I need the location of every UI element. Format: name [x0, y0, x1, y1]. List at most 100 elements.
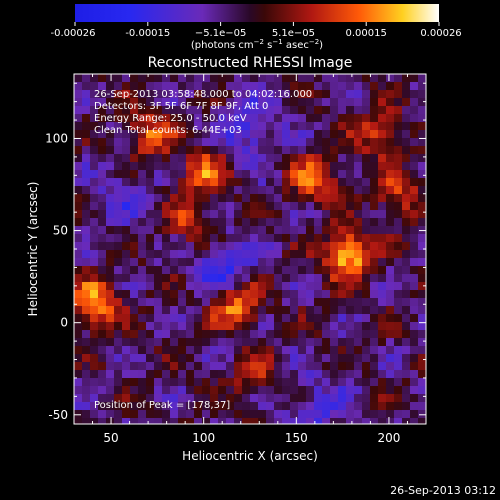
- heatmap-cell: [402, 194, 410, 202]
- heatmap-cell: [218, 330, 226, 338]
- heatmap-cell: [170, 170, 178, 178]
- heatmap-cell: [234, 186, 242, 194]
- heatmap-cell: [170, 114, 178, 122]
- heatmap-cell: [170, 410, 178, 418]
- heatmap-cell: [362, 250, 370, 258]
- heatmap-cell: [82, 154, 90, 162]
- heatmap-cell: [250, 266, 258, 274]
- heatmap-cell: [218, 138, 226, 146]
- heatmap-cell: [266, 346, 274, 354]
- heatmap-cell: [418, 114, 426, 122]
- heatmap-cell: [82, 146, 90, 154]
- heatmap-cell: [194, 146, 202, 154]
- heatmap-cell: [82, 194, 90, 202]
- heatmap-cell: [154, 242, 162, 250]
- heatmap-cell: [330, 338, 338, 346]
- heatmap-cell: [306, 90, 314, 98]
- heatmap-cell: [90, 186, 98, 194]
- heatmap-cell: [186, 338, 194, 346]
- heatmap-cell: [386, 378, 394, 386]
- heatmap-cell: [258, 162, 266, 170]
- heatmap-cell: [330, 306, 338, 314]
- heatmap-cell: [74, 266, 82, 274]
- heatmap-cell: [138, 138, 146, 146]
- heatmap-cell: [170, 130, 178, 138]
- heatmap-cell: [82, 362, 90, 370]
- heatmap-cell: [146, 178, 154, 186]
- heatmap-cell: [338, 114, 346, 122]
- heatmap-cell: [306, 154, 314, 162]
- heatmap-cell: [146, 138, 154, 146]
- heatmap-cell: [338, 322, 346, 330]
- heatmap-cell: [210, 90, 218, 98]
- heatmap-cell: [370, 202, 378, 210]
- heatmap-cell: [178, 178, 186, 186]
- heatmap-cell: [162, 402, 170, 410]
- heatmap-cell: [130, 242, 138, 250]
- heatmap-cell: [386, 146, 394, 154]
- heatmap-cell: [314, 226, 322, 234]
- heatmap-cell: [90, 274, 98, 282]
- heatmap-cell: [218, 250, 226, 258]
- heatmap-cell: [418, 186, 426, 194]
- heatmap-cell: [122, 346, 130, 354]
- heatmap-cell: [74, 282, 82, 290]
- heatmap-cell: [378, 114, 386, 122]
- heatmap-cell: [210, 194, 218, 202]
- heatmap-cell: [266, 170, 274, 178]
- heatmap-cell: [298, 114, 306, 122]
- heatmap-cell: [298, 370, 306, 378]
- heatmap-cell: [114, 194, 122, 202]
- heatmap-cell: [242, 202, 250, 210]
- heatmap-cell: [186, 370, 194, 378]
- heatmap-cell: [202, 386, 210, 394]
- heatmap-cell: [362, 138, 370, 146]
- heatmap-cell: [218, 106, 226, 114]
- heatmap-cell: [330, 242, 338, 250]
- heatmap-cell: [178, 194, 186, 202]
- heatmap-cell: [346, 178, 354, 186]
- heatmap-cell: [282, 282, 290, 290]
- heatmap-cell: [170, 210, 178, 218]
- heatmap-cell: [162, 298, 170, 306]
- heatmap-cell: [98, 74, 106, 82]
- heatmap-cell: [346, 146, 354, 154]
- heatmap-cell: [306, 386, 314, 394]
- heatmap-cell: [242, 330, 250, 338]
- heatmap-cell: [90, 282, 98, 290]
- heatmap-cell: [162, 386, 170, 394]
- heatmap-cell: [210, 250, 218, 258]
- heatmap-cell: [122, 250, 130, 258]
- heatmap-cell: [146, 274, 154, 282]
- heatmap-cell: [138, 242, 146, 250]
- heatmap-cell: [138, 178, 146, 186]
- heatmap-cell: [122, 242, 130, 250]
- heatmap-cell: [258, 322, 266, 330]
- heatmap-cell: [378, 106, 386, 114]
- heatmap-cell: [330, 274, 338, 282]
- heatmap-cell: [378, 138, 386, 146]
- heatmap-cell: [306, 106, 314, 114]
- heatmap-cell: [186, 218, 194, 226]
- heatmap-cell: [250, 114, 258, 122]
- heatmap-cell: [186, 178, 194, 186]
- heatmap-cell: [154, 98, 162, 106]
- heatmap-cell: [346, 282, 354, 290]
- heatmap-cell: [394, 258, 402, 266]
- heatmap-cell: [314, 282, 322, 290]
- heatmap-cell: [210, 242, 218, 250]
- heatmap-cell: [98, 122, 106, 130]
- heatmap-cell: [386, 186, 394, 194]
- heatmap-cell: [234, 82, 242, 90]
- heatmap-cell: [314, 106, 322, 114]
- heatmap-cell: [250, 146, 258, 154]
- heatmap-cell: [138, 322, 146, 330]
- heatmap-cell: [338, 90, 346, 98]
- heatmap-cell: [354, 82, 362, 90]
- heatmap-cell: [114, 370, 122, 378]
- heatmap-cell: [146, 266, 154, 274]
- heatmap-cell: [258, 74, 266, 82]
- heatmap-cell: [114, 338, 122, 346]
- heatmap-cell: [98, 114, 106, 122]
